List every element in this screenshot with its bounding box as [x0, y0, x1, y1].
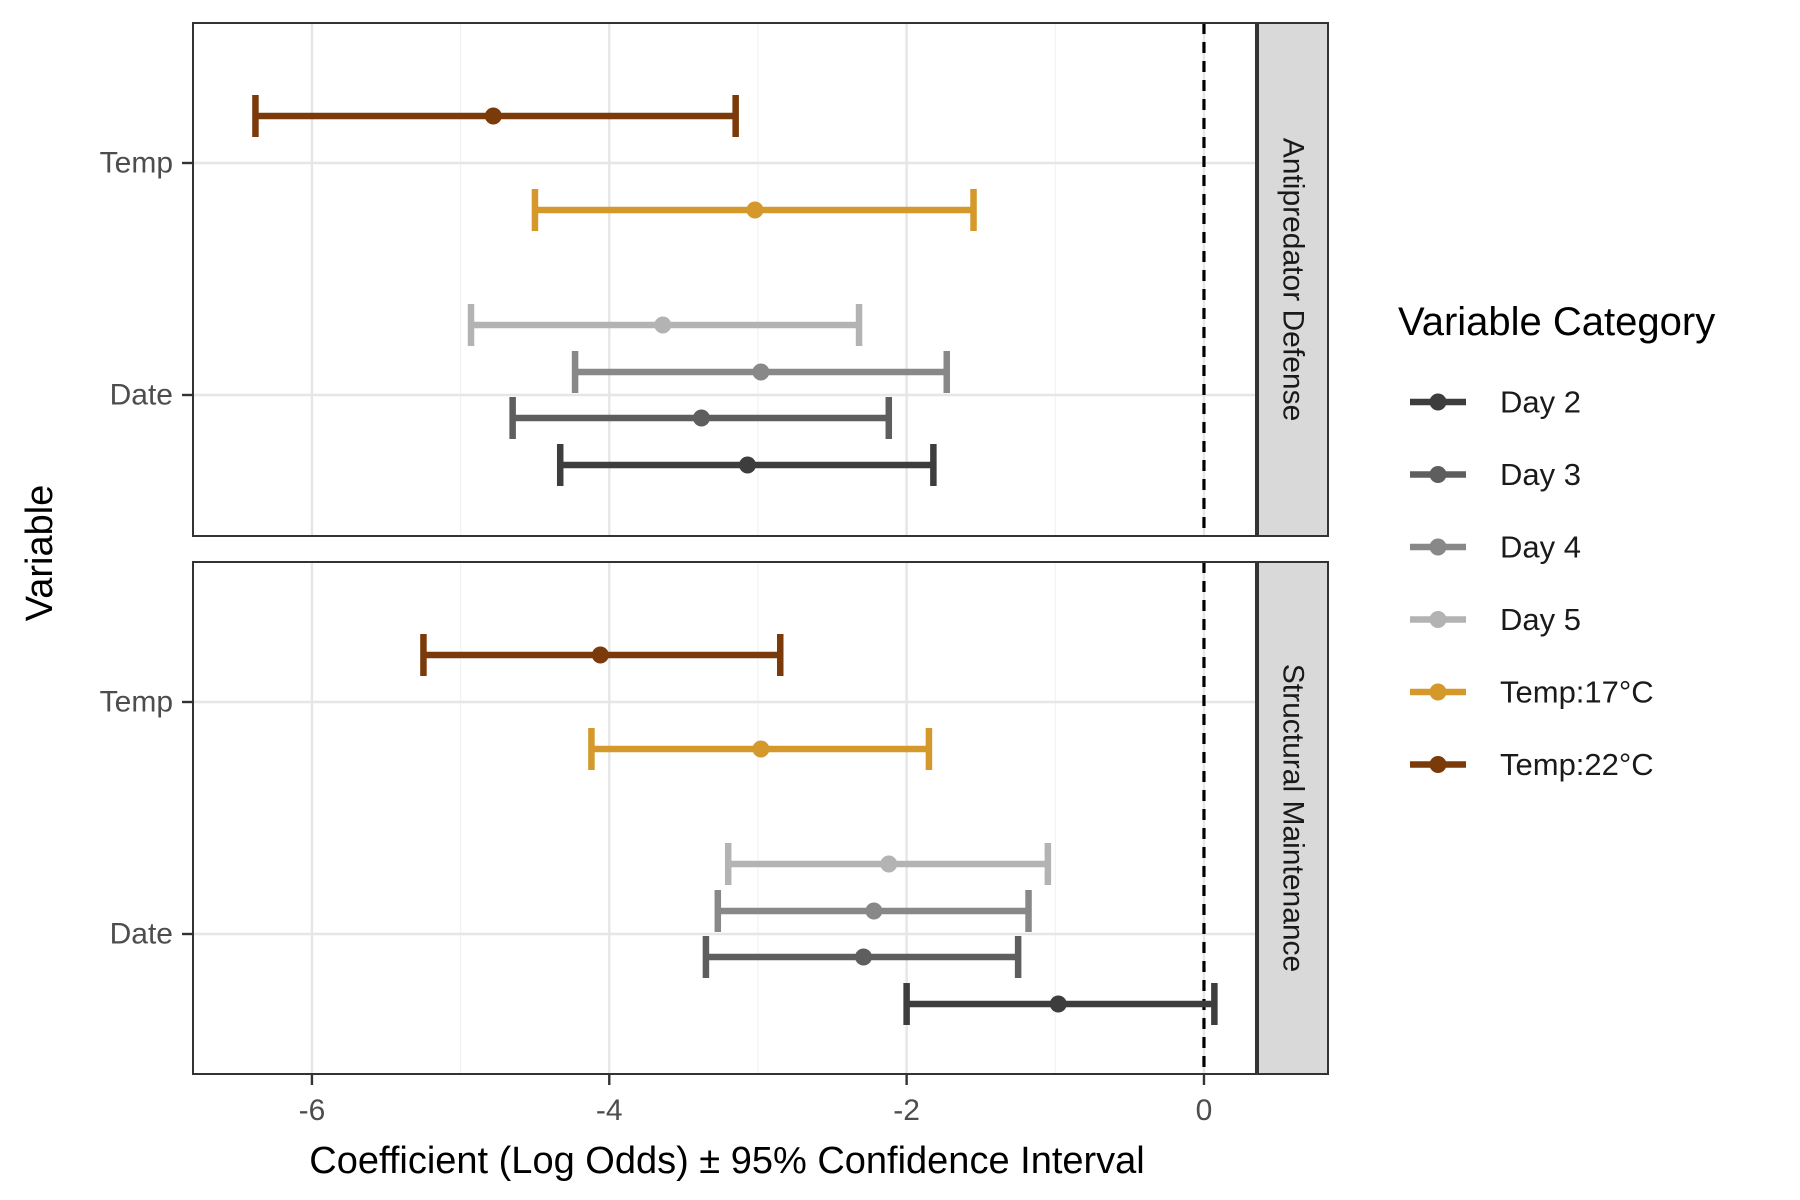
- legend-key-point: [1429, 611, 1447, 628]
- y-tick-label: Temp: [100, 686, 173, 719]
- legend-key-point: [1429, 683, 1447, 701]
- error-bar-point: [531, 189, 977, 231]
- error-bar-point: [420, 634, 784, 676]
- frame-layer: Antipredator Defense Structural Maintenan…: [192, 22, 1329, 1075]
- estimate-point: [746, 201, 764, 219]
- estimate-point: [1049, 995, 1067, 1013]
- facet-strip-label: Structural Maintenance: [1277, 664, 1310, 973]
- legend-entry: Day 4: [1410, 530, 1581, 565]
- error-bar-point: [702, 936, 1022, 978]
- error-bar-point: [252, 95, 739, 137]
- y-tick-label: Date: [110, 379, 173, 412]
- panel-border: [192, 561, 1257, 1075]
- estimate-point: [654, 316, 672, 334]
- facet-strip: [1257, 561, 1329, 1075]
- legend-key-point: [1429, 466, 1447, 483]
- facet-strip-label: Antipredator Defense: [1277, 138, 1310, 422]
- legend-entry: Temp:17°C: [1410, 675, 1654, 710]
- x-tick-label: 0: [1196, 1094, 1213, 1127]
- estimate-point: [591, 646, 609, 664]
- axes-layer: Temp Date Temp Date -6 -4 -2 0: [100, 147, 1213, 1128]
- legend-label: Day 2: [1500, 385, 1581, 420]
- x-tick-label: -4: [596, 1094, 623, 1127]
- error-bar-point: [467, 304, 863, 346]
- legend-label: Temp:17°C: [1500, 675, 1654, 710]
- error-bar-point: [714, 890, 1032, 932]
- estimate-point: [692, 409, 710, 427]
- x-tick-label: -2: [893, 1094, 920, 1127]
- estimate-point: [855, 948, 873, 966]
- error-bar-point: [571, 351, 951, 393]
- error-bar-point: [724, 843, 1052, 885]
- x-tick-label: -6: [299, 1094, 326, 1127]
- legend-title: Variable Category: [1398, 300, 1715, 344]
- legend-label: Temp:22°C: [1500, 747, 1654, 782]
- error-bar-point: [509, 397, 893, 439]
- legend-label: Day 3: [1500, 457, 1581, 492]
- estimate-point: [865, 902, 883, 920]
- x-axis-title: Coefficient (Log Odds) ± 95% Confidence …: [309, 1140, 1145, 1182]
- y-tick-label: Temp: [100, 147, 173, 180]
- legend-entry: Day 5: [1410, 602, 1581, 637]
- legend-entries: Day 2 Day 3 Day 4 Day 5 Temp:17°C Temp:22°C: [1410, 385, 1654, 782]
- estimate-point: [880, 855, 898, 873]
- legend-key-point: [1429, 756, 1447, 773]
- panel-background: [193, 23, 1256, 536]
- legend-key-point: [1429, 393, 1447, 411]
- legend-entry: Day 3: [1410, 457, 1581, 492]
- legend-key-point: [1429, 538, 1447, 556]
- facet-strip: [1257, 22, 1329, 537]
- legend-entry: Day 2: [1410, 385, 1581, 420]
- panel-border: [192, 22, 1257, 537]
- y-tick-label: Date: [110, 918, 173, 951]
- estimate-point: [739, 456, 757, 474]
- legend-label: Day 4: [1500, 530, 1581, 565]
- marks-layer: [252, 95, 1218, 1025]
- estimate-point: [752, 740, 770, 758]
- estimate-point: [484, 107, 502, 125]
- panel-background: [193, 562, 1256, 1074]
- estimate-point: [752, 363, 770, 381]
- error-bar-point: [903, 983, 1218, 1025]
- error-bar-point: [556, 444, 937, 486]
- legend-label: Day 5: [1500, 602, 1581, 637]
- legend-entry: Temp:22°C: [1410, 747, 1654, 782]
- legend: Variable Category Day 2 Day 3 Day 4 Day 5 Te…: [1398, 300, 1715, 782]
- grid-layer: [193, 23, 1256, 1074]
- error-bar-point: [588, 728, 933, 770]
- y-axis-title: Variable: [19, 485, 61, 622]
